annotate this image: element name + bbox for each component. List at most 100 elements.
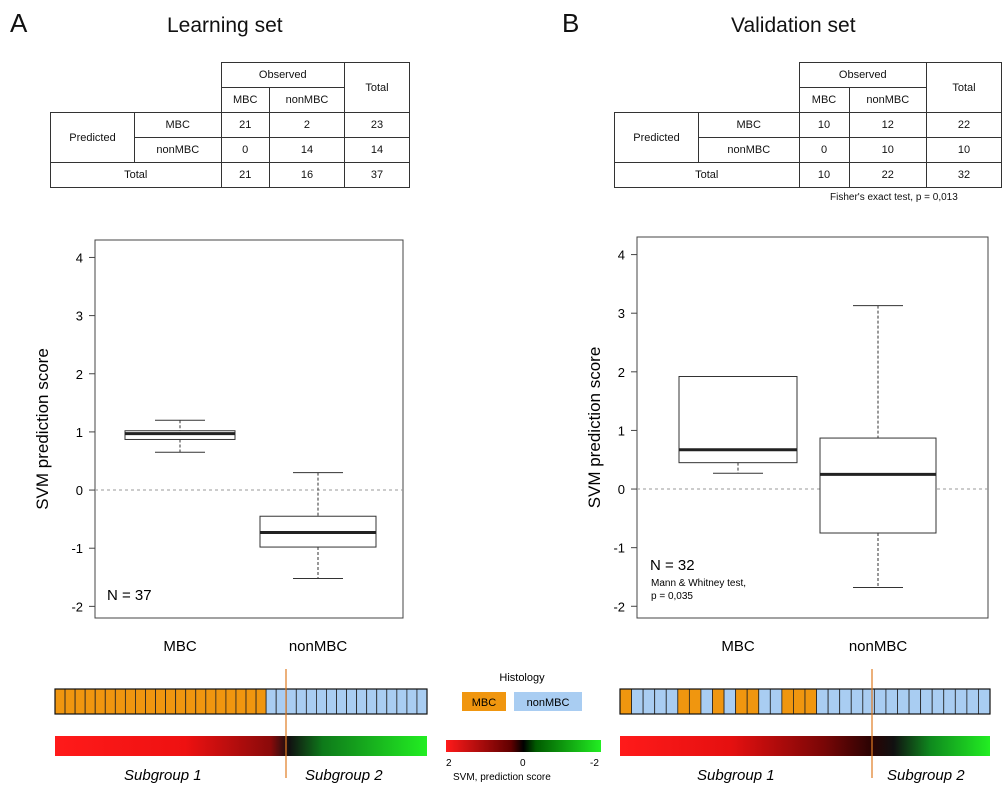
histology-cell xyxy=(225,688,237,715)
boxplot-b: 4 3 2 1 0 -1 -2 SVM prediction score MBC nonMBC xyxy=(585,236,989,655)
row-mbc-header: MBC xyxy=(698,112,800,138)
histology-cell xyxy=(84,688,96,715)
table-cell: 0 xyxy=(798,137,850,163)
histology-cell xyxy=(64,688,76,715)
table-cell: 22 xyxy=(926,112,1002,138)
table-cell: 21 xyxy=(220,162,270,188)
panel-letter-b: B xyxy=(562,8,580,38)
histology-cell xyxy=(688,688,702,715)
y-axis-label: SVM prediction score xyxy=(33,348,52,510)
x-category-label: MBC xyxy=(163,638,197,655)
histology-strips xyxy=(54,669,991,778)
histology-cell xyxy=(897,688,910,715)
histology-cell xyxy=(631,688,644,715)
legend-mbc-label: MBC xyxy=(472,697,497,709)
histology-cell xyxy=(104,688,116,715)
panel-title-b: Validation set xyxy=(731,14,856,37)
histology-cell xyxy=(827,688,841,715)
y-tick-label: 0 xyxy=(76,483,83,498)
y-tick-label: 4 xyxy=(76,250,83,265)
table-cell: 16 xyxy=(268,162,346,188)
boxplot-a: 4 3 2 1 0 -1 -2 SVM prediction score MBC nonMBC xyxy=(33,239,404,655)
legend-mbc-swatch xyxy=(462,692,506,711)
histology-cell xyxy=(920,688,933,715)
histology-cell xyxy=(165,688,177,715)
svm-score-gradient xyxy=(55,736,427,756)
contingency-table-b: Observed Total MBC nonMBC Predicted MBC … xyxy=(614,62,1002,188)
histology-cell xyxy=(758,688,771,715)
histology-cell xyxy=(124,688,136,715)
y-tick-label: -2 xyxy=(613,599,625,614)
table-cell: 14 xyxy=(268,137,346,163)
mw-test-line1: Mann & Whitney test, xyxy=(651,578,746,589)
col-mbc-header: MBC xyxy=(220,87,270,113)
box-nonmbc xyxy=(259,472,377,579)
table-cell: 23 xyxy=(344,112,410,138)
histology-cell xyxy=(356,688,368,715)
histology-cell xyxy=(255,688,267,715)
histology-cell xyxy=(416,688,428,715)
x-category-label: nonMBC xyxy=(289,638,348,655)
histology-cell xyxy=(862,688,875,715)
fisher-test-note: Fisher's exact test, p = 0,013 xyxy=(830,192,958,203)
histology-cell xyxy=(386,688,398,715)
histology-cell xyxy=(793,688,806,715)
histology-cell xyxy=(746,688,760,715)
histology-cell xyxy=(185,688,197,715)
legend-nonmbc-label: nonMBC xyxy=(527,697,570,709)
legend-title: Histology xyxy=(499,672,545,684)
table-cell: 12 xyxy=(848,112,928,138)
histology-cell xyxy=(654,688,667,715)
histology-cell xyxy=(336,688,347,715)
histology-cell xyxy=(74,688,86,715)
histology-cell xyxy=(366,688,378,715)
n-label-b: N = 32 xyxy=(650,557,695,574)
panel-letter-a: A xyxy=(10,8,28,38)
histology-cell xyxy=(665,688,679,715)
subgroup1-label-a: Subgroup 1 xyxy=(124,767,202,784)
col-nonmbc-header: nonMBC xyxy=(848,87,928,113)
histology-cell xyxy=(235,688,247,715)
histology-cell xyxy=(873,688,887,715)
histology-cell xyxy=(376,688,388,715)
histology-cell xyxy=(839,688,852,715)
legend-scale-mid: 0 xyxy=(520,758,526,769)
histology-cell xyxy=(326,688,337,715)
observed-header: Observed xyxy=(798,62,927,88)
histology-cell xyxy=(155,688,166,715)
histology-cell xyxy=(677,688,690,715)
y-tick-label: 4 xyxy=(618,248,625,263)
plot-frame xyxy=(636,236,989,619)
x-category-label: MBC xyxy=(721,638,755,655)
histology-cell xyxy=(619,688,632,715)
row-mbc-header: MBC xyxy=(134,112,222,138)
histology-cell xyxy=(265,688,277,715)
histology-strip-frame xyxy=(619,688,991,715)
histology-cell xyxy=(735,688,748,715)
histology-cell xyxy=(642,688,656,715)
predicted-header: Predicted xyxy=(50,112,135,163)
y-axis-label: SVM prediction score xyxy=(585,347,604,509)
n-label-a: N = 37 xyxy=(107,587,152,604)
x-category-label: nonMBC xyxy=(849,638,908,655)
svm-score-gradient xyxy=(620,736,990,756)
table-cell: 10 xyxy=(798,112,850,138)
row-nonmbc-header: nonMBC xyxy=(134,137,222,163)
table-cell: 10 xyxy=(848,137,928,163)
histology-cell xyxy=(316,688,327,715)
y-tick-label: 3 xyxy=(76,309,83,324)
subgroup2-label-b: Subgroup 2 xyxy=(887,767,965,784)
histology-cell xyxy=(245,688,257,715)
plot-frame xyxy=(94,239,404,619)
histology-cell xyxy=(175,688,187,715)
histology-cell xyxy=(135,688,146,715)
histology-cell xyxy=(908,688,922,715)
histology-cell xyxy=(700,688,713,715)
total-row-header: Total xyxy=(614,162,800,188)
box-iqr xyxy=(819,437,937,534)
histology-cell xyxy=(816,688,829,715)
total-col-header: Total xyxy=(926,62,1002,113)
y-tick-label: -2 xyxy=(71,599,83,614)
table-cell: 14 xyxy=(344,137,410,163)
table-cell: 2 xyxy=(268,112,346,138)
